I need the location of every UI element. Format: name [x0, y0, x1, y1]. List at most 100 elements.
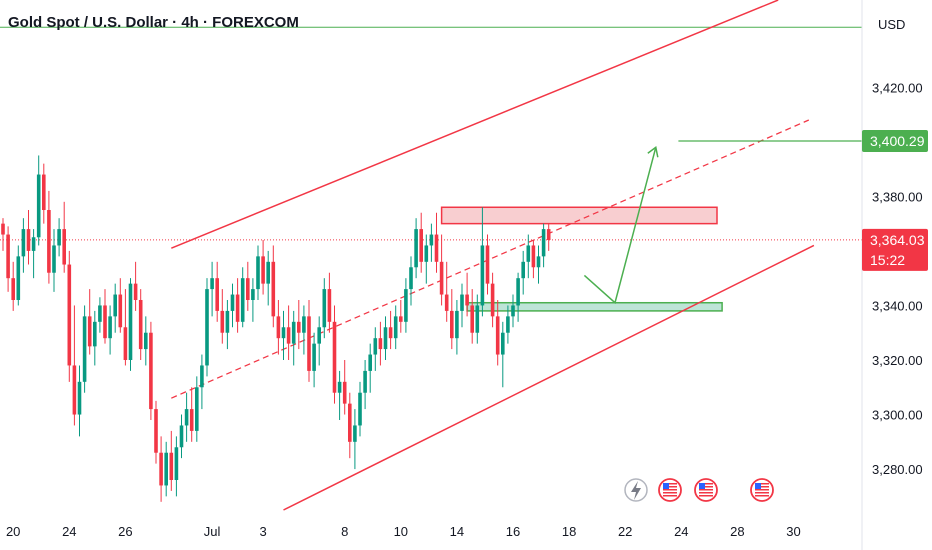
- candle: [67, 250, 72, 382]
- candle-body: [240, 278, 245, 322]
- candle-body: [210, 278, 214, 290]
- x-tick-label: 18: [562, 524, 576, 539]
- candle: [164, 441, 168, 497]
- candle-body: [383, 327, 388, 350]
- candle: [465, 272, 469, 317]
- candle-body: [444, 294, 449, 311]
- candle: [98, 297, 102, 333]
- candle: [6, 226, 10, 292]
- us-flag-icon-stripe: [663, 486, 677, 488]
- candle: [189, 387, 194, 442]
- x-tick-label: 10: [394, 524, 408, 539]
- y-tick-label: 3,280.00: [872, 462, 923, 477]
- candle-body: [424, 245, 429, 262]
- candle: [399, 300, 403, 333]
- candle: [21, 218, 26, 273]
- candle-body: [460, 294, 464, 311]
- x-tick-label: 26: [118, 524, 132, 539]
- candle: [337, 370, 342, 420]
- x-tick-label: 14: [450, 524, 464, 539]
- candle: [332, 305, 337, 404]
- candle: [118, 278, 123, 333]
- candle: [261, 240, 265, 295]
- us-flag-icon-stripe: [699, 492, 713, 494]
- candle-body: [93, 321, 97, 347]
- candle-body: [480, 245, 485, 306]
- candle: [42, 163, 46, 224]
- candle: [82, 305, 87, 393]
- candle: [475, 294, 480, 344]
- candle: [47, 190, 51, 284]
- candle-body: [164, 452, 168, 486]
- candle-body: [276, 316, 281, 339]
- candle: [11, 261, 15, 311]
- candle-body: [312, 343, 316, 371]
- candle-body: [235, 294, 240, 322]
- candle: [144, 316, 148, 366]
- us-flag-icon-stripe: [755, 486, 769, 488]
- candle: [138, 289, 143, 360]
- candle: [439, 234, 444, 306]
- candle: [169, 430, 174, 491]
- candle-body: [348, 403, 352, 442]
- us-flag-icon-canton: [663, 483, 669, 489]
- candle: [31, 229, 36, 279]
- candle-body: [317, 327, 321, 344]
- candle-body: [215, 278, 219, 311]
- candle-body: [108, 316, 112, 339]
- candle: [541, 223, 546, 268]
- candle-body: [11, 278, 15, 300]
- candle: [93, 310, 97, 366]
- x-tick-label: 16: [506, 524, 520, 539]
- candle-body: [62, 229, 66, 265]
- x-tick-label: 24: [62, 524, 76, 539]
- candle-body: [230, 294, 235, 311]
- candle: [429, 223, 434, 262]
- candle-body: [475, 305, 480, 333]
- candle-body: [21, 229, 26, 257]
- candle: [154, 400, 158, 464]
- candle-body: [450, 310, 454, 339]
- candle: [485, 234, 490, 295]
- candle: [77, 365, 82, 437]
- candle-body: [246, 278, 250, 300]
- candle: [363, 360, 367, 410]
- candle-body: [52, 245, 56, 273]
- us-flag-icon-stripe: [755, 483, 769, 485]
- resistance-zone: [440, 206, 718, 225]
- candle: [16, 245, 21, 306]
- candle: [235, 278, 240, 333]
- candle: [52, 229, 56, 292]
- us-flag-icon-stripe: [663, 495, 677, 497]
- candle: [220, 289, 225, 344]
- candle-body: [189, 409, 194, 431]
- us-flag-icon-stripe: [699, 486, 713, 488]
- candle-body: [225, 310, 230, 333]
- candle-body: [368, 354, 372, 371]
- candle-body: [195, 387, 199, 431]
- currency-label[interactable]: USD: [878, 17, 905, 32]
- y-tick-label: 3,340.00: [872, 298, 923, 313]
- candle: [444, 261, 449, 322]
- candle: [302, 305, 306, 355]
- candle-body: [495, 316, 500, 355]
- candle-body: [159, 452, 163, 486]
- candle-body: [118, 294, 123, 328]
- candle: [373, 327, 378, 371]
- candle-body: [98, 305, 102, 322]
- candle: [307, 300, 311, 382]
- candle: [419, 212, 423, 273]
- candle: [536, 245, 541, 284]
- axes: USD 3,280.00 3,300.00 3,320.00 3,340.00 3,380…: [6, 0, 932, 550]
- candle: [404, 278, 408, 333]
- candle: [490, 272, 495, 328]
- event-icons: [624, 478, 774, 502]
- us-flag-icon-stripe: [699, 483, 713, 485]
- candle-body: [302, 316, 306, 333]
- current-price-label: 3,364.03: [870, 232, 925, 248]
- candle-body: [113, 294, 117, 317]
- candle-body: [501, 332, 505, 355]
- candle: [317, 316, 321, 366]
- x-tick-label: 24: [674, 524, 688, 539]
